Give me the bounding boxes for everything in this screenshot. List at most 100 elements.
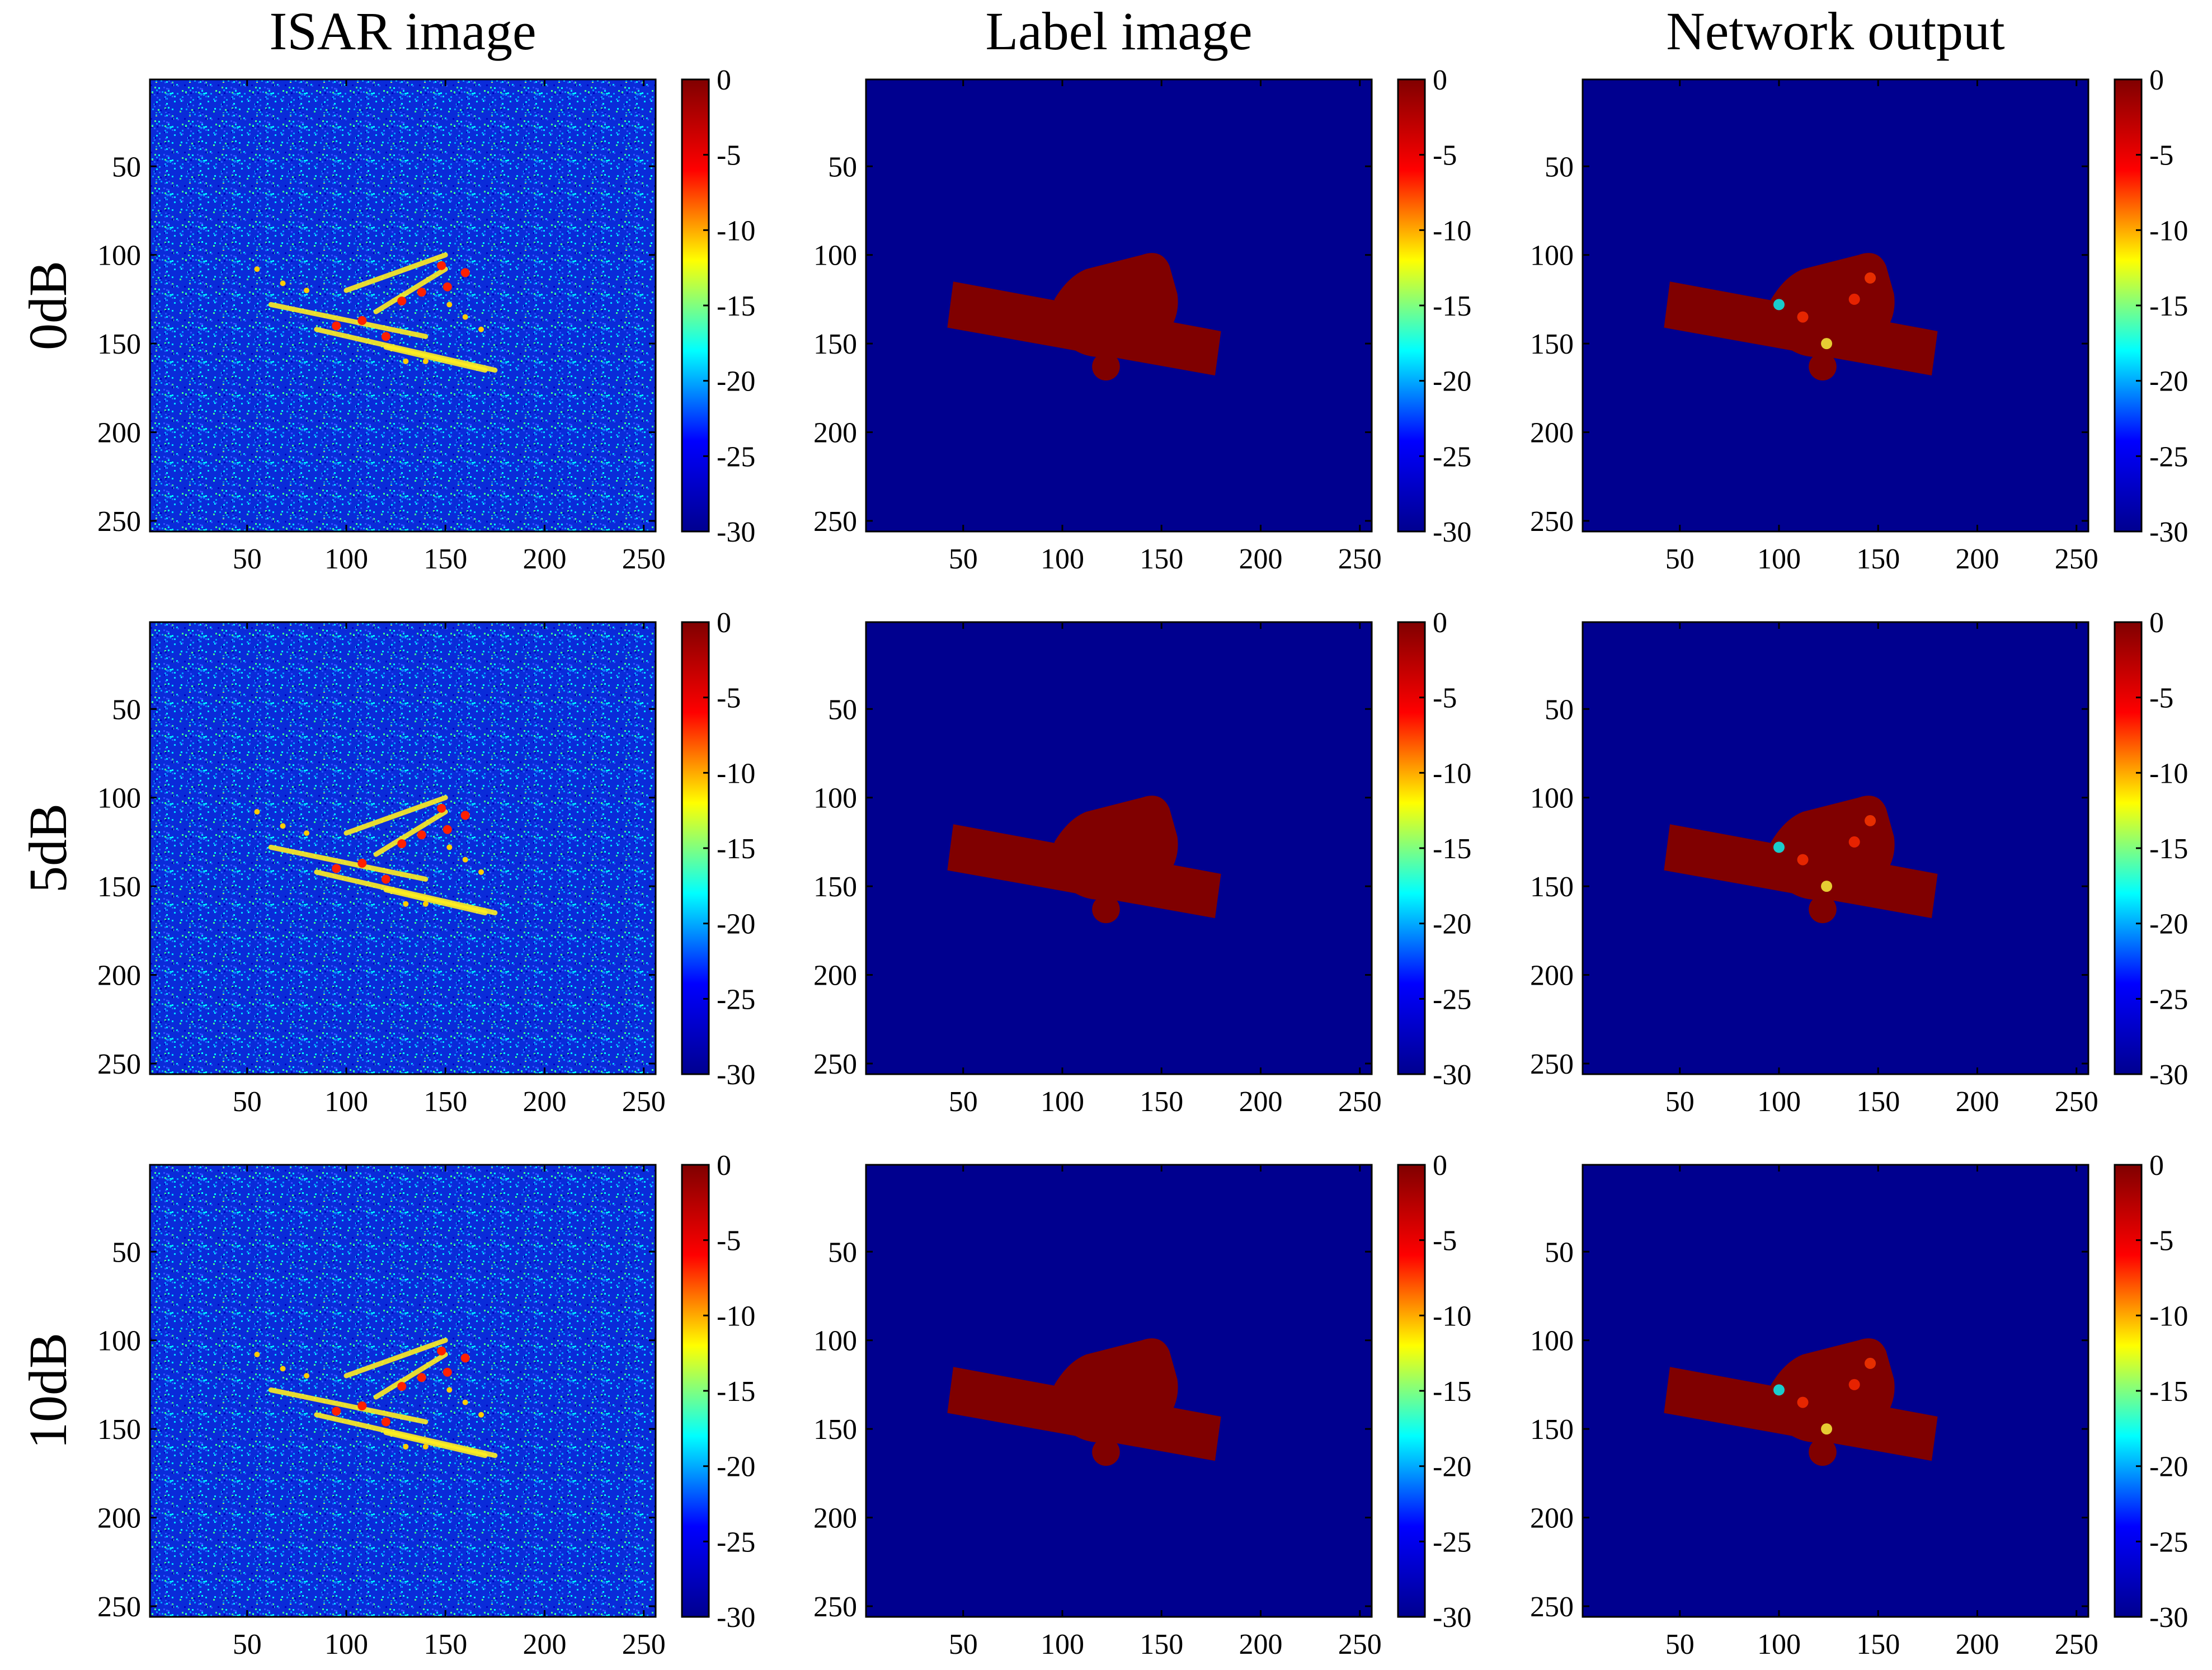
dish-region bbox=[1092, 352, 1120, 381]
colorbar: 0 -5 -10 -15 -20 -25 -30 bbox=[681, 607, 755, 1091]
x-tick-label: 150 bbox=[1140, 543, 1183, 575]
strong-scatterer bbox=[460, 268, 470, 277]
weak-scatterer bbox=[478, 869, 484, 875]
weak-scatterer bbox=[446, 844, 453, 850]
weak-scatterer bbox=[462, 857, 468, 863]
weak-scatterer bbox=[254, 266, 260, 272]
scatter-streak bbox=[343, 795, 448, 836]
scatter-streak bbox=[373, 266, 448, 314]
y-tick-label: 50 bbox=[828, 151, 857, 183]
scatter-streak bbox=[268, 1387, 429, 1424]
strong-scatterer bbox=[397, 1382, 407, 1391]
x-tick-label: 50 bbox=[1665, 543, 1695, 575]
x-tick-label: 150 bbox=[1856, 543, 1900, 575]
colorbar-tick-label: -5 bbox=[1433, 683, 1457, 714]
colorbar-tick-label: -25 bbox=[1433, 1526, 1471, 1558]
row-label: 5dB bbox=[18, 803, 78, 893]
x-tick-label: 100 bbox=[1757, 1629, 1801, 1660]
weak-scatterer bbox=[462, 1399, 468, 1405]
x-tick-label: 250 bbox=[2055, 1086, 2098, 1118]
scatter-streak bbox=[343, 1338, 448, 1379]
x-tick-label: 200 bbox=[523, 1629, 566, 1660]
x-tick-label: 150 bbox=[423, 1629, 467, 1660]
heatmap-panel: 50 100 150 200 250 50 100 150 200 250 0 -5 -10 -15 -20… bbox=[813, 1150, 1471, 1660]
strong-scatterer bbox=[381, 332, 390, 341]
colorbar-tick-label: -15 bbox=[2149, 1376, 2188, 1408]
dish-region bbox=[1809, 1438, 1837, 1466]
y-tick-label: 200 bbox=[1530, 417, 1574, 449]
y-tick-label: 250 bbox=[1530, 1591, 1574, 1623]
colorbar-tick-label: -10 bbox=[2149, 758, 2188, 789]
colorbar-tick-label: -25 bbox=[1433, 984, 1471, 1015]
x-tick-label: 200 bbox=[1955, 543, 1999, 575]
satellite-body-region bbox=[1054, 1338, 1178, 1443]
x-tick-label: 250 bbox=[622, 1086, 666, 1118]
satellite-body-region bbox=[1771, 1338, 1895, 1443]
colorbar-tick-label: 0 bbox=[1433, 607, 1447, 639]
colorbar-tick-label: -30 bbox=[717, 516, 755, 548]
colorbar-tick-label: -25 bbox=[717, 1526, 755, 1558]
y-tick-label: 200 bbox=[97, 1503, 141, 1535]
x-tick-label: 150 bbox=[423, 543, 467, 575]
weak-scatterer bbox=[478, 326, 484, 332]
x-tick-label: 200 bbox=[1955, 1629, 1999, 1660]
colorbar-tick-label: -15 bbox=[717, 290, 755, 322]
y-tick-label: 50 bbox=[112, 1236, 141, 1268]
weak-scatterer bbox=[422, 358, 429, 364]
strong-scatterer bbox=[381, 874, 390, 884]
strong-scatterer bbox=[437, 261, 446, 270]
y-tick-label: 200 bbox=[97, 417, 141, 449]
strong-scatterer bbox=[460, 811, 470, 820]
weak-scatterer bbox=[446, 1387, 453, 1393]
axes-frame bbox=[149, 78, 657, 533]
x-tick-label: 150 bbox=[1140, 1086, 1183, 1118]
strong-scatterer bbox=[417, 288, 426, 297]
colorbar-tick-label: 0 bbox=[2149, 607, 2164, 639]
weak-scatterer bbox=[254, 809, 260, 815]
heatmap-panel: 50 100 150 200 250 50 100 150 200 250 0 -5 -10 -15 -20… bbox=[1530, 64, 2188, 575]
colorbar-tick-label: -30 bbox=[2149, 516, 2188, 548]
colorbar-tick-label: -15 bbox=[2149, 290, 2188, 322]
x-tick-label: 100 bbox=[1041, 543, 1084, 575]
y-tick-label: 200 bbox=[1530, 1503, 1574, 1535]
colorbar-tick-label: -5 bbox=[1433, 1225, 1457, 1257]
y-tick-label: 50 bbox=[1545, 151, 1574, 183]
colorbar-tick-label: -20 bbox=[2149, 1451, 2188, 1483]
colorbar-tick-label: -20 bbox=[1433, 909, 1471, 940]
colorbar-tick-label: -10 bbox=[1433, 1300, 1471, 1332]
x-tick-label: 150 bbox=[423, 1086, 467, 1118]
heatmap-panel: 50 100 150 200 250 50 100 150 200 250 0 -5 -10 -15 -20… bbox=[97, 607, 755, 1118]
dish-region bbox=[1092, 895, 1120, 924]
weak-scatterer bbox=[304, 830, 310, 836]
x-tick-label: 50 bbox=[1665, 1629, 1695, 1660]
y-tick-label: 50 bbox=[1545, 1236, 1574, 1268]
y-tick-label: 150 bbox=[1530, 1414, 1574, 1446]
image-area bbox=[150, 1165, 656, 1617]
heatmap-panel: 50 100 150 200 250 50 100 150 200 250 0 -5 -10 -15 -20… bbox=[1530, 1150, 2188, 1660]
colorbar-tick-label: 0 bbox=[1433, 64, 1447, 96]
colorbar-tick-label: -5 bbox=[717, 683, 741, 714]
highlight-spot bbox=[1797, 854, 1809, 865]
dish-region bbox=[1092, 1438, 1120, 1466]
heatmap-panel: 50 100 150 200 250 50 100 150 200 250 0 -5 -10 -15 -20… bbox=[97, 64, 755, 575]
x-tick-label: 200 bbox=[1239, 543, 1282, 575]
colorbar: 0 -5 -10 -15 -20 -25 -30 bbox=[2114, 64, 2188, 548]
heatmap-panel: 50 100 150 200 250 50 100 150 200 250 0 -5 -10 -15 -20… bbox=[1530, 607, 2188, 1118]
x-tick-label: 150 bbox=[1856, 1629, 1900, 1660]
y-tick-label: 50 bbox=[112, 694, 141, 726]
colorbar-tick-label: -20 bbox=[2149, 909, 2188, 940]
weak-scatterer bbox=[478, 1412, 484, 1418]
y-tick-label: 150 bbox=[1530, 871, 1574, 903]
highlight-spot bbox=[1821, 338, 1833, 350]
weak-scatterer bbox=[446, 302, 453, 308]
colorbar-tick-label: -15 bbox=[1433, 1376, 1471, 1408]
axes-frame bbox=[865, 78, 1373, 533]
strong-scatterer bbox=[332, 864, 341, 873]
highlight-spot bbox=[1773, 1384, 1785, 1396]
column-title: Network output bbox=[1666, 1, 2005, 61]
colorbar-tick-label: -25 bbox=[1433, 441, 1471, 473]
scatter-streak bbox=[343, 252, 448, 293]
highlight-spot bbox=[1797, 311, 1809, 323]
highlight-spot bbox=[1797, 1396, 1809, 1408]
